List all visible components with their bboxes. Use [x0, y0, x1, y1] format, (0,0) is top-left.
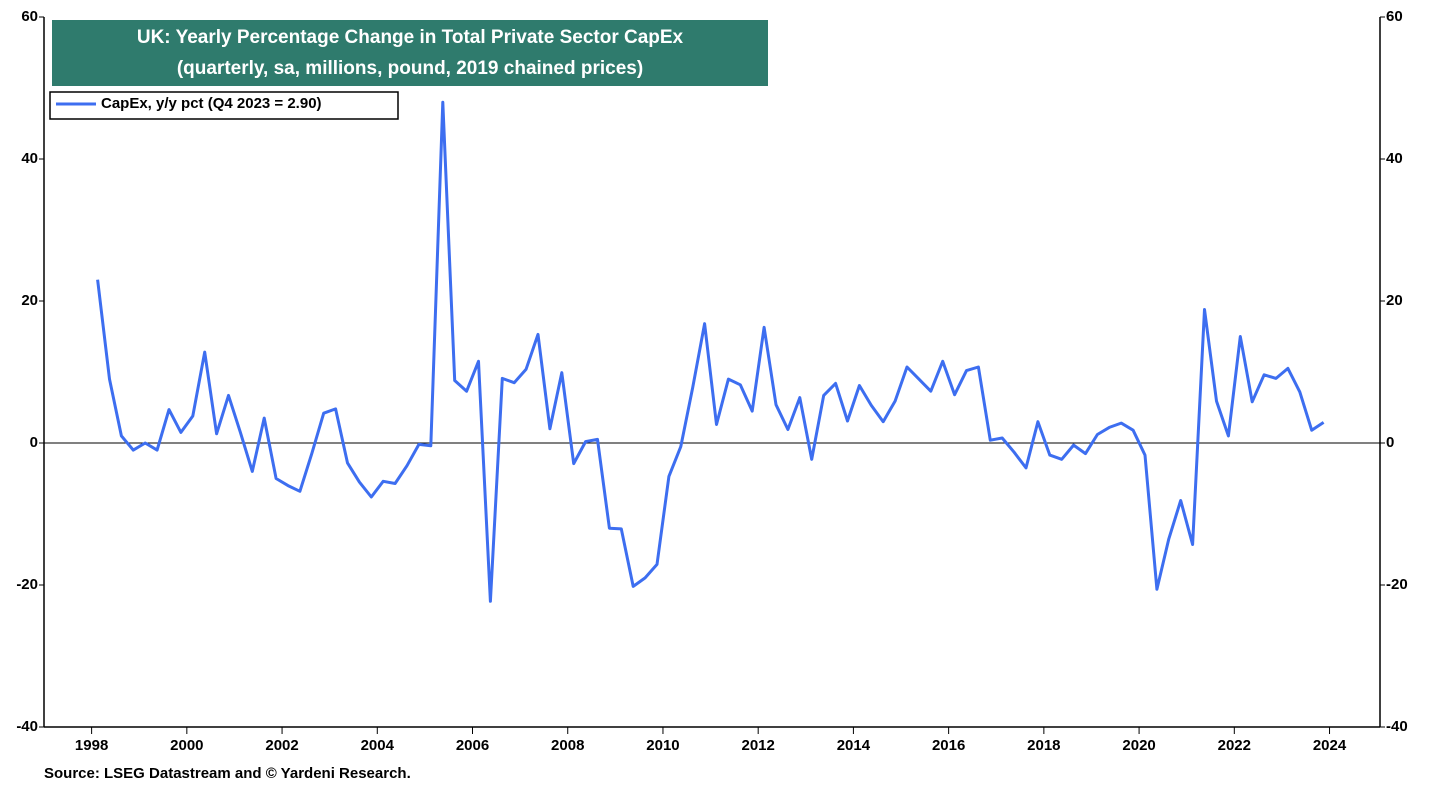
- series-line: [96, 100, 1325, 603]
- chart-subtitle: (quarterly, sa, millions, pound, 2019 ch…: [177, 58, 643, 79]
- x-tick-label: 2018: [1027, 737, 1060, 754]
- legend-label: CapEx, y/y pct (Q4 2023 = 2.90): [101, 95, 322, 112]
- x-tick-label: 2020: [1122, 737, 1155, 754]
- title-box: [52, 20, 768, 86]
- source: Source: LSEG Datastream and © Yardeni Re…: [44, 765, 411, 782]
- x-tick-label: 2004: [361, 737, 395, 754]
- y-tick-label: 20: [21, 292, 38, 309]
- y2-tick-label: 60: [1386, 8, 1403, 25]
- x-tick-label: 2014: [837, 737, 871, 754]
- x-tick-label: 2010: [646, 737, 679, 754]
- x-tick-label: 2006: [456, 737, 489, 754]
- x-tick-label: 1998: [75, 737, 108, 754]
- x-tick-label: 2012: [741, 737, 774, 754]
- y2-tick-label: 20: [1386, 292, 1403, 309]
- y2-tick-label: 40: [1386, 150, 1403, 167]
- chart-title: UK: Yearly Percentage Change in Total Pr…: [137, 27, 684, 48]
- x-tick-label: 2022: [1218, 737, 1251, 754]
- x-tick-label: 2024: [1313, 737, 1347, 754]
- y-tick-label: -40: [16, 718, 38, 735]
- x-tick-label: 2002: [265, 737, 298, 754]
- y2-tick-label: 0: [1386, 434, 1394, 451]
- y2-tick-label: -40: [1386, 718, 1408, 735]
- y-tick-label: 0: [30, 434, 38, 451]
- legend-box: [49, 91, 399, 120]
- x-tick-label: 2000: [170, 737, 203, 754]
- y-tick-label: 40: [21, 150, 38, 167]
- x-tick-label: 2016: [932, 737, 965, 754]
- x-tick-label: 2008: [551, 737, 584, 754]
- y2-tick-label: -20: [1386, 576, 1408, 593]
- y-tick-label: -20: [16, 576, 38, 593]
- y-tick-label: 60: [21, 8, 38, 25]
